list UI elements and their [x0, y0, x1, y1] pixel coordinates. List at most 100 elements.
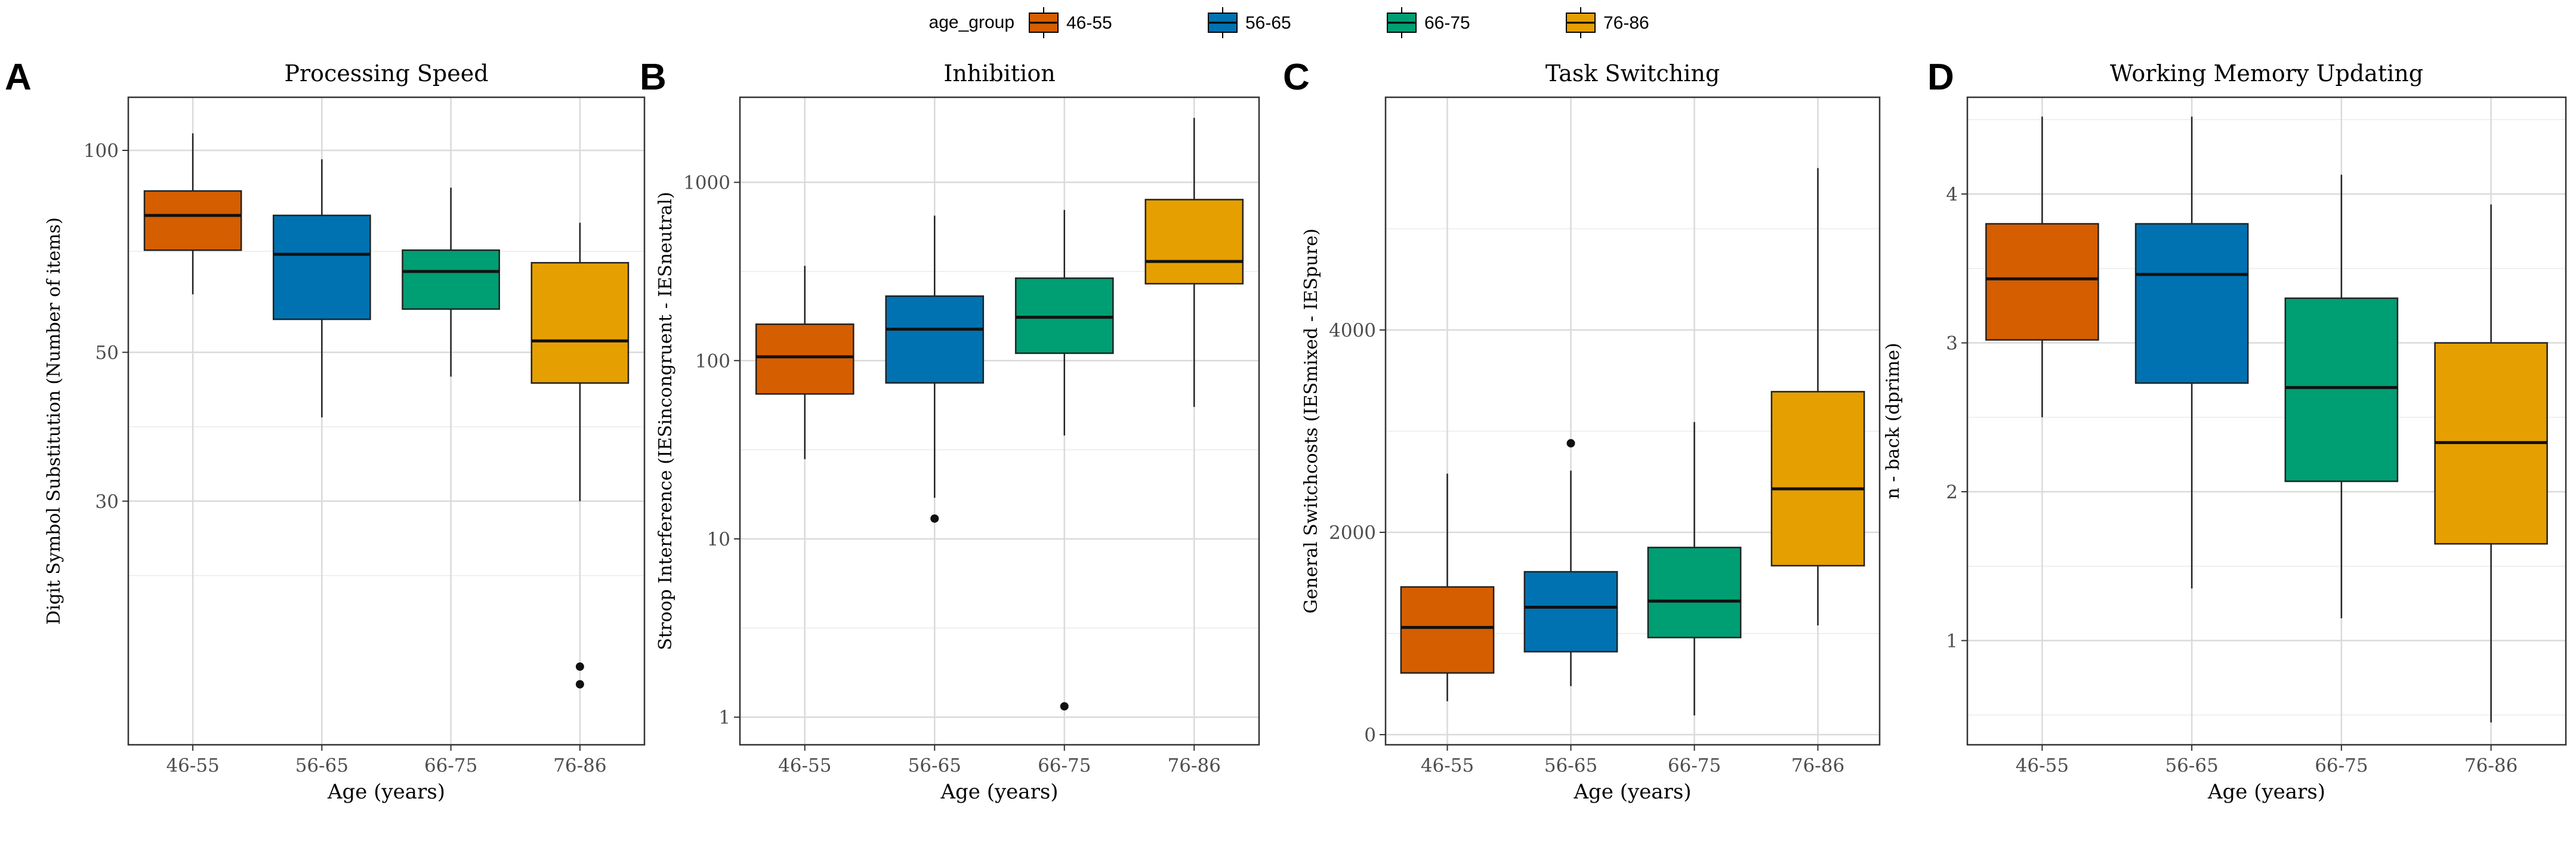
outlier-point	[575, 680, 584, 689]
legend-label: 46-55	[1066, 13, 1112, 33]
panel-border	[1384, 96, 1881, 746]
x-tick-label: 66-75	[1038, 755, 1091, 776]
box-66-75	[1014, 209, 1114, 711]
x-axis-label: Age (years)	[327, 780, 445, 804]
box-iqr	[1985, 223, 2099, 341]
box-76-86	[2434, 204, 2548, 723]
x-tick-label: 56-65	[295, 755, 348, 776]
box-iqr	[1400, 586, 1495, 674]
box-66-75	[402, 187, 500, 377]
x-tick-label: 46-55	[2016, 755, 2069, 776]
legend: age_group 46-55 56-65 66-75 76-86	[929, 7, 1649, 38]
box-iqr	[2284, 297, 2399, 482]
x-tick-label: 66-75	[424, 755, 477, 776]
y-tick-label: 2000	[1329, 522, 1376, 544]
panel-title: Task Switching	[1545, 60, 1720, 87]
y-axis-label: Stroop Interference (IESincongruent - IE…	[655, 192, 676, 650]
box-iqr	[402, 249, 500, 310]
box-76-86	[530, 223, 630, 689]
x-tick-label: 76-86	[553, 755, 606, 776]
box-66-75	[1647, 422, 1742, 716]
x-tick-label: 66-75	[1668, 755, 1721, 776]
y-tick-label: 2	[1946, 482, 1958, 503]
x-tick-label: 46-55	[1421, 755, 1474, 776]
x-tick-label: 76-86	[1168, 755, 1221, 776]
legend-item-46-55: 46-55	[1029, 7, 1112, 38]
box-46-55	[1985, 116, 2099, 418]
box-46-55	[1400, 473, 1495, 702]
box-iqr	[143, 190, 242, 251]
y-tick-label: 100	[695, 350, 730, 372]
box-iqr	[1523, 571, 1618, 653]
x-tick-label: 56-65	[908, 755, 961, 776]
box-56-65	[273, 159, 371, 418]
x-tick-label: 46-55	[166, 755, 219, 776]
legend-label: 66-75	[1424, 13, 1470, 33]
y-tick-label: 30	[95, 491, 119, 513]
box-iqr	[1647, 547, 1742, 639]
box-iqr	[1770, 391, 1865, 567]
box-66-75	[2284, 174, 2399, 618]
y-tick-label: 100	[84, 140, 119, 162]
panel-title: Inhibition	[943, 60, 1055, 87]
box-56-65	[1523, 439, 1618, 686]
box-iqr	[1144, 199, 1244, 285]
box-56-65	[2134, 116, 2249, 589]
y-tick-label: 1	[1946, 630, 1958, 652]
outlier-point	[930, 514, 939, 523]
panel-border	[1966, 96, 2567, 746]
y-axis-label: Digit Symbol Substitution (Number of ite…	[44, 217, 64, 625]
panel-border	[127, 96, 646, 746]
panel-border	[739, 96, 1260, 746]
panel-D: 1 2 3 4 46-55 56-65 66-75 76-86 Working Memory U…	[1883, 57, 2567, 804]
panel-B: 1 10 100 1000 46-55 56-65 66-75 76-86 Inhibition…	[640, 57, 1260, 804]
legend-label: 76-86	[1603, 13, 1649, 33]
box-56-65	[885, 215, 985, 523]
panel-C: 0 2000 4000 46-55 56-65 66-75 76-86 Task Switch…	[1283, 57, 1881, 804]
box-76-86	[1144, 118, 1244, 407]
panel-letter: C	[1283, 57, 1310, 98]
x-axis-label: Age (years)	[2207, 780, 2325, 804]
legend-title: age_group	[929, 13, 1014, 32]
box-iqr	[1014, 277, 1114, 354]
box-iqr	[530, 262, 630, 384]
panel-letter: B	[640, 57, 667, 98]
y-axis-label: General Switchcosts (IESmixed - IESpure)	[1301, 229, 1322, 613]
box-iqr	[273, 214, 371, 320]
outlier-point	[1566, 439, 1575, 448]
x-tick-label: 76-86	[2464, 755, 2518, 776]
y-tick-label: 4	[1946, 184, 1958, 205]
box-iqr	[755, 323, 854, 395]
x-tick-label: 76-86	[1791, 755, 1844, 776]
box-76-86	[1770, 168, 1865, 625]
legend-item-76-86: 76-86	[1566, 7, 1649, 38]
x-tick-label: 56-65	[2165, 755, 2218, 776]
box-46-55	[755, 266, 854, 460]
y-tick-label: 0	[1364, 724, 1376, 746]
panel-A: 30 50 100 46-55 56-65 66-75 76-86 Processing Sp…	[5, 57, 646, 804]
y-tick-label: 3	[1946, 333, 1958, 354]
y-tick-label: 4000	[1329, 320, 1376, 341]
panel-letter: A	[5, 57, 32, 98]
box-46-55	[143, 133, 242, 295]
legend-item-56-65: 56-65	[1208, 7, 1291, 38]
x-tick-label: 56-65	[1544, 755, 1597, 776]
y-tick-label: 50	[95, 342, 119, 363]
box-iqr	[2134, 223, 2249, 384]
x-axis-label: Age (years)	[1573, 780, 1691, 804]
y-tick-label: 1	[718, 707, 730, 729]
box-iqr	[885, 295, 985, 384]
panel-title: Working Memory Updating	[2110, 60, 2423, 87]
panel-title: Processing Speed	[284, 60, 488, 87]
x-tick-label: 46-55	[778, 755, 831, 776]
x-axis-label: Age (years)	[940, 780, 1058, 804]
legend-item-66-75: 66-75	[1387, 7, 1470, 38]
outlier-point	[1060, 702, 1069, 711]
x-tick-label: 66-75	[2315, 755, 2368, 776]
outlier-point	[575, 662, 584, 671]
y-tick-label: 10	[707, 529, 730, 550]
y-axis-label: n - back (dprime)	[1883, 343, 1904, 499]
legend-label: 56-65	[1245, 13, 1291, 33]
panel-letter: D	[1927, 57, 1954, 98]
